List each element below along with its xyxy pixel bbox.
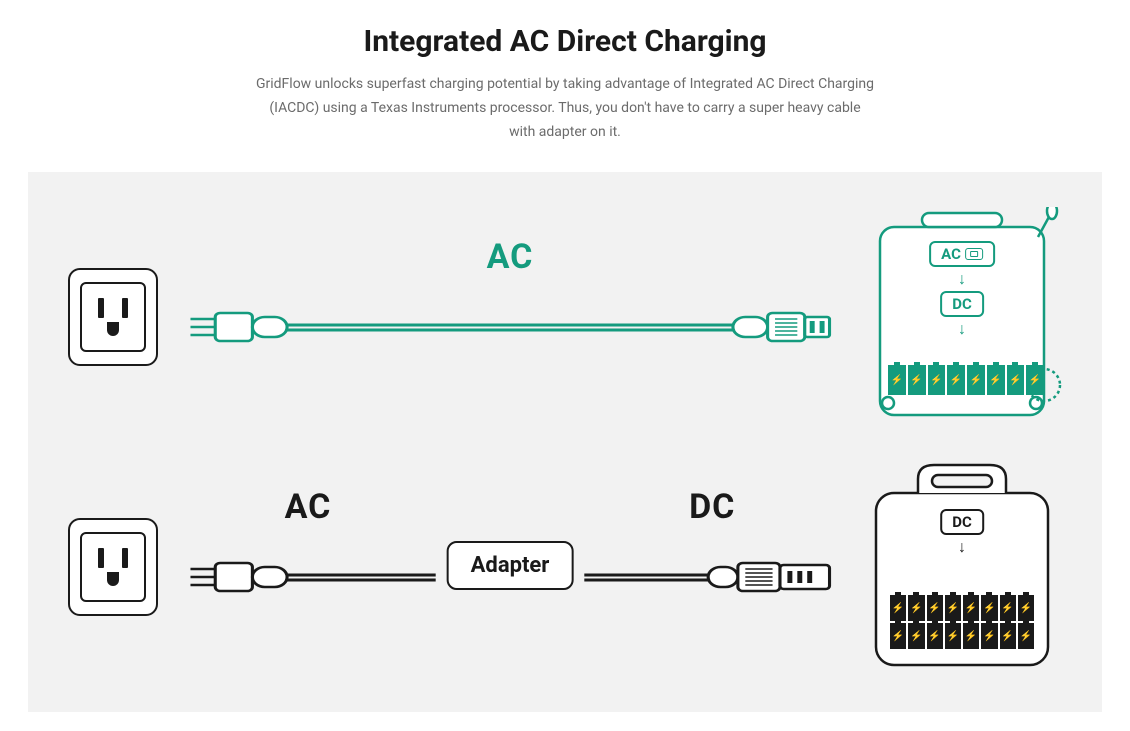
port-icon — [965, 248, 983, 260]
battery-cell-icon: ⚡ — [987, 365, 1005, 395]
battery-cell-icon: ⚡ — [981, 595, 997, 621]
header: Integrated AC Direct Charging GridFlow u… — [0, 0, 1130, 154]
badge-dc-text: DC — [952, 295, 972, 313]
badge-dc-text: DC — [952, 513, 972, 531]
battery-cell-icon: ⚡ — [945, 595, 961, 621]
battery-cell-icon: ⚡ — [1026, 365, 1044, 395]
battery-cell-icon: ⚡ — [963, 623, 979, 649]
diagram-panel: AC — [28, 172, 1102, 712]
device-gridflow: AC ↓ DC ↓ ⚡ ⚡ ⚡ ⚡ ⚡ ⚡ ⚡ ⚡ — [862, 207, 1062, 427]
battery-grid: ⚡ ⚡ ⚡ ⚡ ⚡ ⚡ ⚡ ⚡ — [888, 365, 1044, 395]
cable-label-ac: AC — [487, 237, 534, 277]
battery-cell-icon: ⚡ — [927, 623, 943, 649]
battery-cell-icon: ⚡ — [890, 595, 906, 621]
battery-cell-icon: ⚡ — [928, 365, 946, 395]
battery-cell-icon: ⚡ — [1018, 623, 1034, 649]
wall-outlet-icon — [68, 268, 158, 366]
battery-cell-icon: ⚡ — [945, 623, 961, 649]
battery-cell-icon: ⚡ — [890, 623, 906, 649]
battery-cell-icon: ⚡ — [1018, 595, 1034, 621]
page-description: GridFlow unlocks superfast charging pote… — [255, 73, 875, 144]
arrow-down-icon: ↓ — [958, 321, 966, 337]
flow-dc: DC ↓ — [940, 509, 984, 555]
arrow-down-icon: ↓ — [958, 271, 966, 287]
battery-cell-icon: ⚡ — [1007, 365, 1025, 395]
arrow-down-icon: ↓ — [958, 539, 966, 555]
page-title: Integrated AC Direct Charging — [0, 24, 1130, 59]
battery-cell-icon: ⚡ — [967, 365, 985, 395]
battery-cell-icon: ⚡ — [888, 365, 906, 395]
flow-ac-dc: AC ↓ DC ↓ — [929, 241, 995, 337]
battery-cell-icon: ⚡ — [908, 623, 924, 649]
wall-outlet-icon — [68, 518, 158, 616]
badge-dc: DC — [940, 291, 984, 317]
badge-ac-text: AC — [941, 245, 961, 263]
battery-cell-icon: ⚡ — [947, 365, 965, 395]
cable-label-ac: AC — [285, 487, 332, 527]
battery-cell-icon: ⚡ — [963, 595, 979, 621]
badge-ac: AC — [929, 241, 995, 267]
cable-adapter: AC DC — [188, 487, 832, 647]
battery-cell-icon: ⚡ — [1000, 595, 1016, 621]
row-ac-direct: AC — [68, 202, 1062, 442]
battery-grid: ⚡ ⚡ ⚡ ⚡ ⚡ ⚡ ⚡ ⚡ ⚡ ⚡ ⚡ ⚡ ⚡ ⚡ ⚡ ⚡ — [890, 595, 1034, 649]
battery-cell-icon: ⚡ — [908, 595, 924, 621]
battery-cell-icon: ⚡ — [981, 623, 997, 649]
cable-ac: AC — [188, 237, 832, 397]
battery-cell-icon: ⚡ — [927, 595, 943, 621]
battery-cell-icon: ⚡ — [908, 365, 926, 395]
cable-ac-icon — [188, 297, 832, 357]
cable-label-dc: DC — [689, 487, 735, 527]
row-adapter: AC DC — [68, 442, 1062, 682]
battery-cell-icon: ⚡ — [1000, 623, 1016, 649]
adapter-label: Adapter — [447, 541, 574, 590]
badge-dc: DC — [940, 509, 984, 535]
device-generic: DC ↓ ⚡ ⚡ ⚡ ⚡ ⚡ ⚡ ⚡ ⚡ ⚡ ⚡ ⚡ ⚡ ⚡ ⚡ ⚡ ⚡ — [862, 457, 1062, 677]
